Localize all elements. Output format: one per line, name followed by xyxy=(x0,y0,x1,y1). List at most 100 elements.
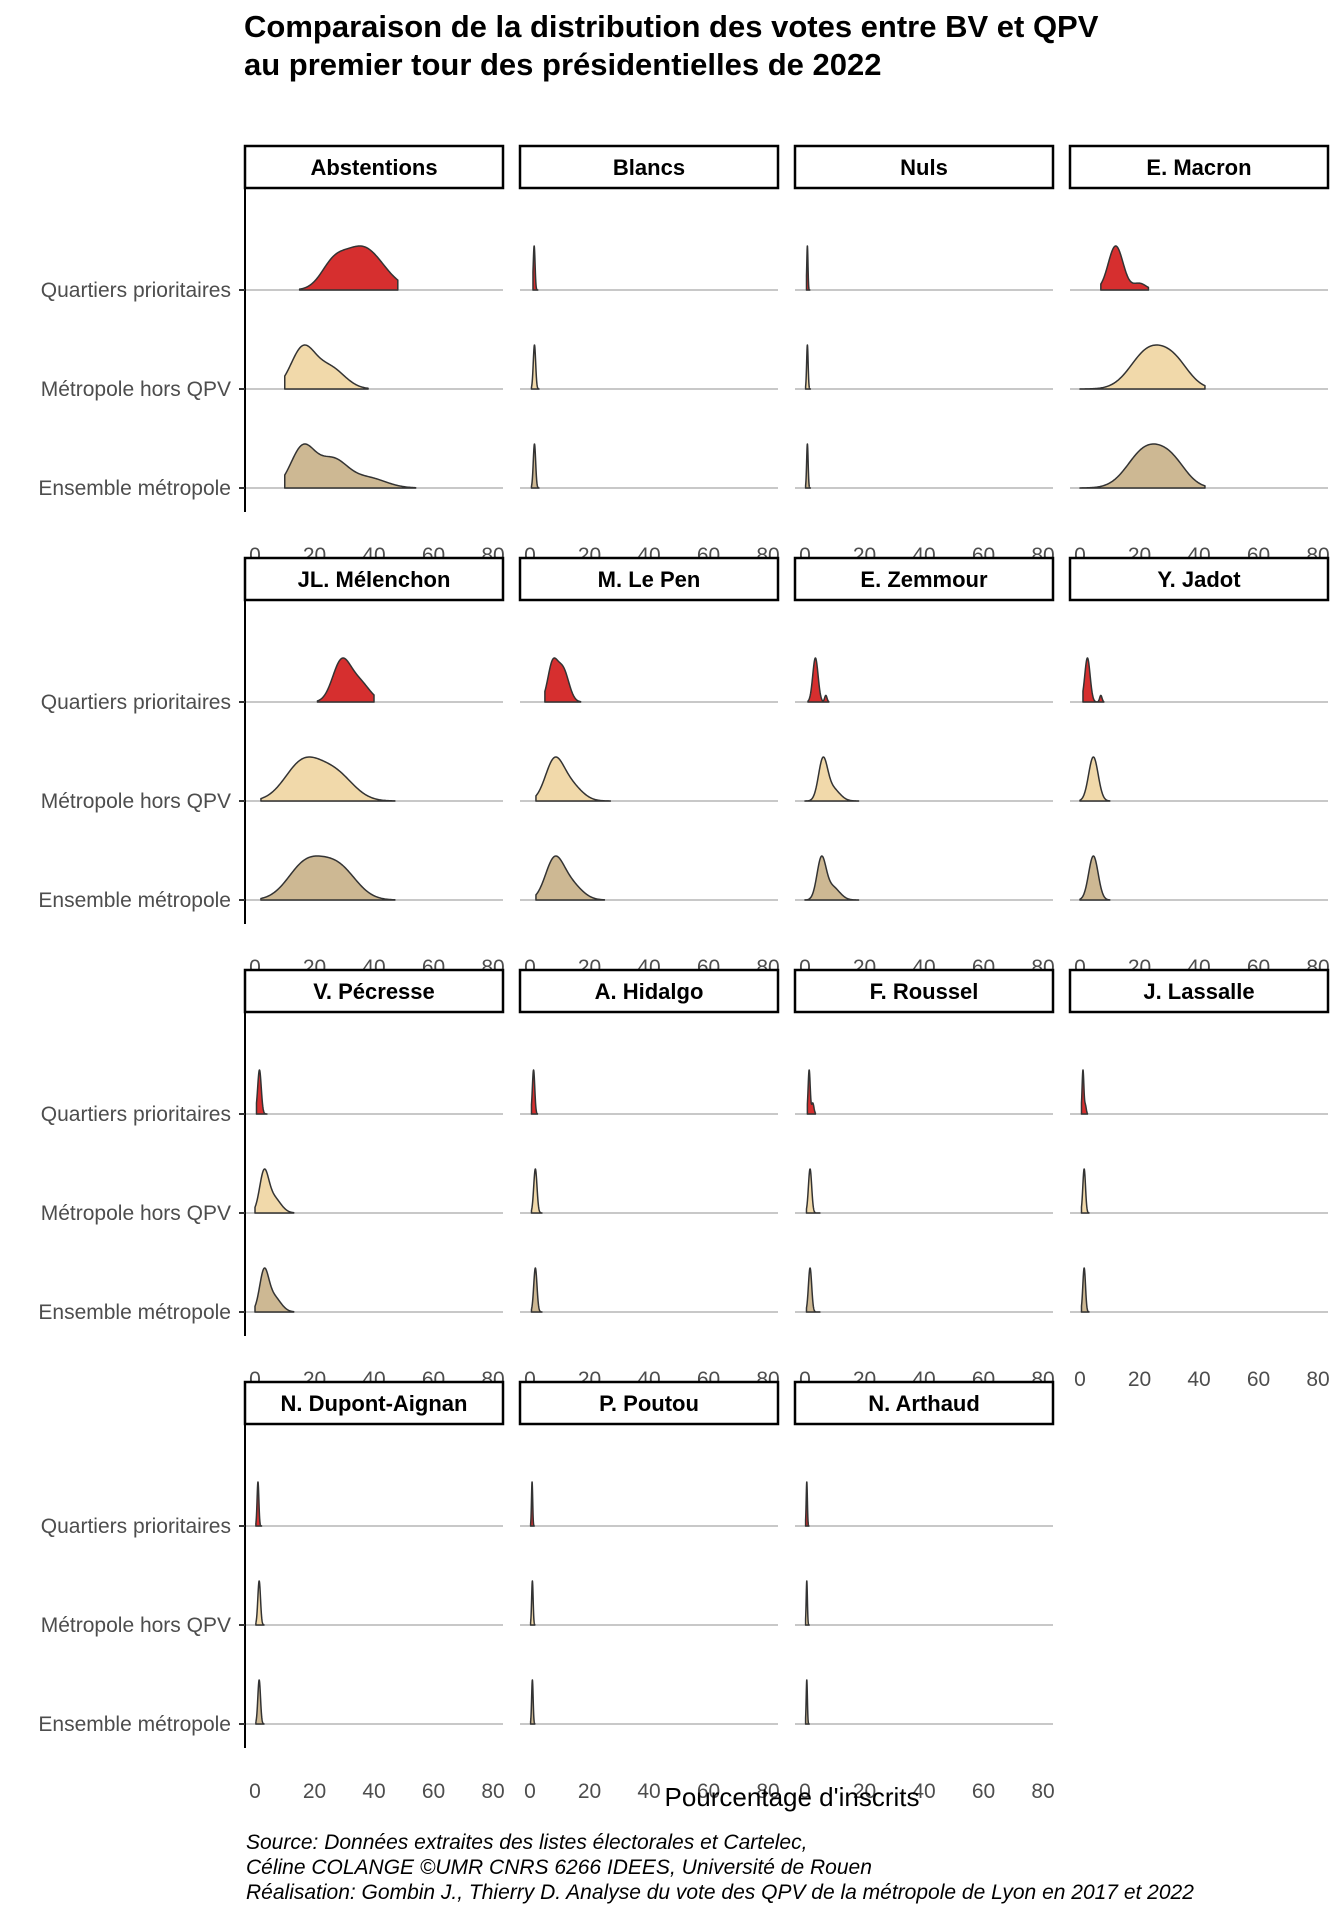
strip-box xyxy=(243,968,505,1014)
y-tick-label: Ensemble métropole xyxy=(38,477,231,500)
density-jl-melenchon-ensemble-metropole xyxy=(260,855,396,901)
density-m-le-pen-ensemble-metropole xyxy=(535,855,606,901)
strip-label: M. Le Pen xyxy=(598,567,701,592)
strip-box xyxy=(793,968,1055,1014)
density-v-pecresse-metropole-hors-qpv xyxy=(254,1168,295,1214)
density-e-macron-ensemble-metropole xyxy=(1079,443,1206,489)
density-abstentions-ensemble-metropole xyxy=(284,443,417,489)
strip-label: Nuls xyxy=(900,155,948,180)
x-tick-label: 0 xyxy=(249,1780,261,1803)
panel-j-lassalle: J. Lassalle 0 20 40 60 80 xyxy=(1068,968,1330,1391)
strip-label: N. Dupont-Aignan xyxy=(281,1391,468,1416)
density-a-hidalgo-quartiers-prioritaires xyxy=(530,1069,539,1115)
density-e-zemmour-metropole-hors-qpv xyxy=(804,756,860,802)
density-e-zemmour-ensemble-metropole xyxy=(804,855,860,901)
density-j-lassalle-metropole-hors-qpv xyxy=(1080,1168,1090,1214)
density-f-roussel-metropole-hors-qpv xyxy=(805,1168,821,1214)
y-tick-label: Métropole hors QPV xyxy=(41,790,231,813)
y-tick-label: Ensemble métropole xyxy=(38,1713,231,1736)
density-n-dupont-aignan-metropole-hors-qpv xyxy=(255,1580,265,1626)
y-tick-label: Ensemble métropole xyxy=(38,1301,231,1324)
x-tick-label: 60 xyxy=(972,1780,995,1803)
density-abstentions-metropole-hors-qpv xyxy=(284,344,369,390)
caption-line-3: Réalisation: Gombin J., Thierry D. Analy… xyxy=(246,1881,1194,1904)
density-blancs-metropole-hors-qpv xyxy=(530,344,540,390)
strip-box xyxy=(518,968,780,1014)
x-tick-label: 0 xyxy=(249,1368,261,1391)
density-n-arthaud-ensemble-metropole xyxy=(804,1679,810,1725)
strip-box xyxy=(793,1380,1055,1426)
x-tick-label: 20 xyxy=(303,1780,326,1803)
x-tick-label: 0 xyxy=(524,1780,536,1803)
strip-label: N. Arthaud xyxy=(868,1391,980,1416)
strip-label: V. Pécresse xyxy=(313,979,435,1004)
strip-box xyxy=(243,144,505,190)
density-j-lassalle-ensemble-metropole xyxy=(1080,1267,1090,1313)
y-tick-label: Quartiers prioritaires xyxy=(41,691,231,714)
x-tick-label: 80 xyxy=(756,1780,779,1803)
strip-label: E. Zemmour xyxy=(860,567,988,592)
x-tick-label: 80 xyxy=(1031,1780,1054,1803)
y-tick-label: Quartiers prioritaires xyxy=(41,279,231,302)
strip-label: Blancs xyxy=(613,155,685,180)
x-tick-label: 20 xyxy=(578,1780,601,1803)
x-tick-label: 0 xyxy=(249,544,261,567)
x-axis-label: Pourcentage d'inscrits xyxy=(664,1782,920,1812)
density-f-roussel-quartiers-prioritaires xyxy=(806,1069,817,1115)
x-tick-label: 0 xyxy=(524,544,536,567)
x-tick-label: 20 xyxy=(853,1780,876,1803)
title-line-2: au premier tour des présidentielles de 2… xyxy=(244,47,882,82)
density-jl-melenchon-quartiers-prioritaires xyxy=(316,657,375,703)
y-tick-label: Métropole hors QPV xyxy=(41,1614,231,1637)
caption-line-2: Céline COLANGE ©UMR CNRS 6266 IDEES, Uni… xyxy=(246,1856,872,1879)
density-n-arthaud-metropole-hors-qpv xyxy=(804,1580,810,1626)
strip-label: A. Hidalgo xyxy=(595,979,704,1004)
density-p-poutou-ensemble-metropole xyxy=(529,1679,536,1725)
panel-n-dupont-aignan: N. Dupont-Aignan Quartiers prioritaires Mé… xyxy=(38,1380,505,1803)
density-m-le-pen-metropole-hors-qpv xyxy=(535,756,612,802)
density-blancs-quartiers-prioritaires xyxy=(532,245,539,291)
x-tick-label: 0 xyxy=(1074,544,1086,567)
strip-box xyxy=(793,144,1055,190)
x-tick-label: 0 xyxy=(799,1780,811,1803)
density-y-jadot-ensemble-metropole xyxy=(1079,855,1111,901)
y-tick-label: Métropole hors QPV xyxy=(41,378,231,401)
x-tick-label: 0 xyxy=(1074,956,1086,979)
panel-n-arthaud: N. Arthaud 0 20 40 60 80 xyxy=(793,1380,1055,1803)
x-tick-label: 40 xyxy=(1187,1368,1210,1391)
x-tick-label: 0 xyxy=(524,956,536,979)
density-y-jadot-metropole-hors-qpv xyxy=(1079,756,1111,802)
x-tick-label: 0 xyxy=(799,544,811,567)
density-f-roussel-ensemble-metropole xyxy=(805,1267,821,1313)
density-v-pecresse-quartiers-prioritaires xyxy=(255,1069,268,1115)
strip-box xyxy=(1068,556,1330,602)
strip-box xyxy=(243,556,505,602)
strip-box xyxy=(1068,968,1330,1014)
strip-label: JL. Mélenchon xyxy=(298,567,451,592)
panel-jl-melenchon: JL. Mélenchon Quartiers prioritaires Métro… xyxy=(38,556,505,979)
x-tick-label: 0 xyxy=(799,956,811,979)
density-j-lassalle-quartiers-prioritaires xyxy=(1080,1069,1089,1115)
strip-box xyxy=(793,556,1055,602)
y-tick-label: Ensemble métropole xyxy=(38,889,231,912)
strip-box xyxy=(1068,144,1330,190)
strip-box xyxy=(518,144,780,190)
density-p-poutou-metropole-hors-qpv xyxy=(529,1580,536,1626)
x-tick-label: 0 xyxy=(799,1368,811,1391)
x-tick-label: 60 xyxy=(697,1780,720,1803)
strip-box xyxy=(518,556,780,602)
density-p-poutou-quartiers-prioritaires xyxy=(529,1481,535,1527)
density-blancs-ensemble-metropole xyxy=(530,443,540,489)
x-tick-label: 0 xyxy=(249,956,261,979)
x-tick-label: 20 xyxy=(1128,1368,1151,1391)
panel-v-pecresse: V. Pécresse Quartiers prioritaires Métropo… xyxy=(38,968,505,1391)
x-tick-label: 40 xyxy=(637,1780,660,1803)
density-n-arthaud-quartiers-prioritaires xyxy=(804,1481,810,1527)
